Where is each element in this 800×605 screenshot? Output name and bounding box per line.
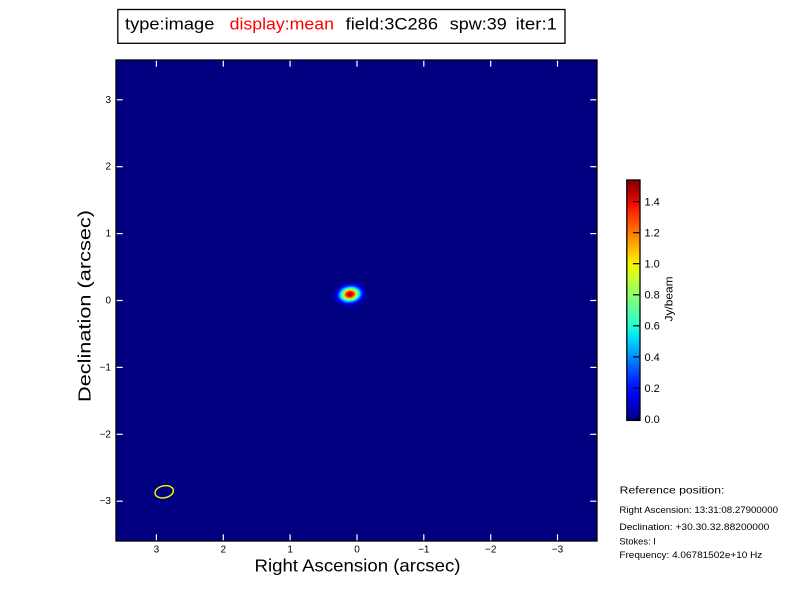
svg-text:type:image: type:image [125, 15, 214, 34]
svg-text:1.2: 1.2 [645, 228, 660, 240]
svg-text:Jy/beam: Jy/beam [664, 277, 676, 322]
svg-text:Reference position:: Reference position: [620, 485, 725, 497]
svg-text:2: 2 [221, 544, 227, 555]
svg-text:0.8: 0.8 [645, 290, 660, 302]
svg-text:iter:1: iter:1 [516, 15, 557, 34]
svg-text:Declination (arcsec): Declination (arcsec) [75, 210, 95, 402]
svg-text:−1: −1 [418, 544, 430, 555]
svg-text:Stokes: I: Stokes: I [619, 537, 656, 547]
svg-text:Right Ascension: 13:31:08.2790: Right Ascension: 13:31:08.27900000 [619, 505, 778, 515]
svg-text:3: 3 [105, 95, 111, 106]
svg-text:0.0: 0.0 [645, 414, 660, 426]
svg-text:3: 3 [154, 544, 160, 555]
svg-text:−1: −1 [100, 362, 112, 373]
svg-text:−3: −3 [552, 544, 564, 555]
svg-text:0: 0 [105, 296, 111, 307]
svg-text:0.4: 0.4 [645, 352, 660, 364]
svg-text:−3: −3 [100, 496, 112, 507]
svg-text:0.2: 0.2 [645, 383, 660, 395]
svg-text:display:mean: display:mean [230, 15, 334, 34]
svg-text:Frequency: 4.06781502e+10 Hz: Frequency: 4.06781502e+10 Hz [619, 550, 762, 560]
svg-text:Right Ascension (arcsec): Right Ascension (arcsec) [255, 556, 461, 576]
svg-text:0: 0 [354, 544, 360, 555]
svg-text:2: 2 [105, 162, 111, 173]
svg-text:1: 1 [287, 544, 293, 555]
svg-text:Declination: +30.30.32.8820000: Declination: +30.30.32.88200000 [619, 522, 769, 532]
svg-text:1: 1 [105, 229, 111, 240]
svg-text:−2: −2 [485, 544, 497, 555]
svg-text:−2: −2 [100, 429, 112, 440]
svg-text:spw:39: spw:39 [450, 15, 507, 34]
svg-text:0.6: 0.6 [645, 321, 660, 333]
svg-text:1.4: 1.4 [645, 197, 660, 209]
svg-text:1.0: 1.0 [645, 259, 660, 271]
svg-text:field:3C286: field:3C286 [346, 15, 438, 34]
